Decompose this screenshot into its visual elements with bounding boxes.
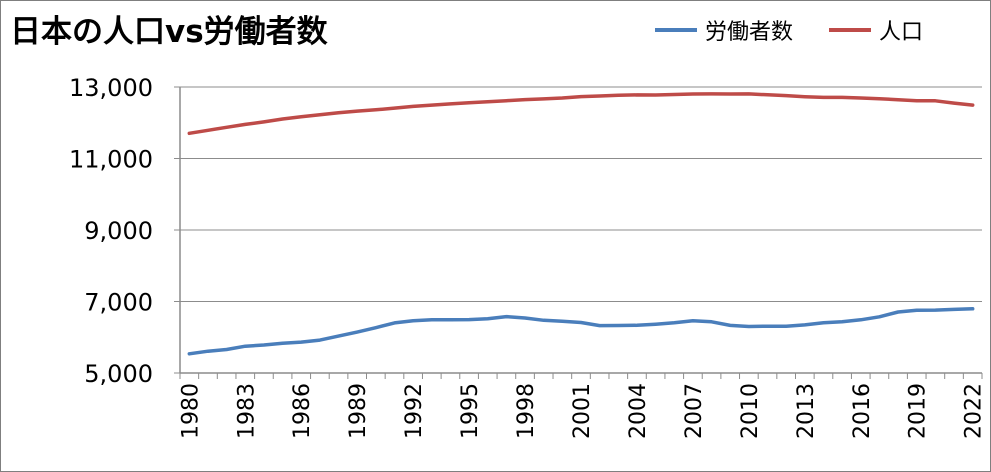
x-tick-label: 1986 (290, 383, 315, 439)
x-tick-label: 1989 (346, 383, 371, 439)
series-line-population (187, 92, 975, 136)
x-tick-label: 2013 (794, 383, 819, 439)
legend-swatch-population (829, 28, 872, 32)
chart-title: 日本の人口vs労働者数 (10, 14, 328, 50)
legend-item-workers: 労働者数 (655, 14, 793, 46)
series-line-workers (187, 307, 975, 356)
x-tick-label: 2019 (906, 383, 931, 439)
x-tick-label: 2001 (570, 383, 595, 439)
y-tick-label: 13,000 (69, 74, 153, 102)
x-tick-label: 1980 (178, 383, 203, 439)
legend-label-workers: 労働者数 (705, 20, 794, 45)
x-tick-label: 2010 (738, 383, 763, 439)
legend: 労働者数 人口 (655, 14, 959, 46)
legend-swatch-workers (655, 28, 697, 32)
y-tick-label: 5,000 (84, 360, 153, 388)
x-tick-label: 1983 (234, 383, 259, 439)
x-tick-label: 1995 (458, 383, 483, 439)
y-tick-label: 7,000 (84, 289, 153, 317)
x-tick-label: 2004 (626, 383, 651, 439)
legend-item-population: 人口 (829, 14, 923, 46)
x-tick-label: 2022 (962, 383, 987, 439)
x-tick-label: 2007 (682, 383, 707, 439)
legend-label-population: 人口 (879, 20, 924, 45)
y-tick-label: 9,000 (84, 217, 153, 245)
x-tick-label: 1992 (402, 383, 427, 439)
y-tick-label: 11,000 (69, 146, 153, 174)
x-tick-label: 2016 (850, 383, 875, 439)
x-tick-label: 1998 (514, 383, 539, 439)
